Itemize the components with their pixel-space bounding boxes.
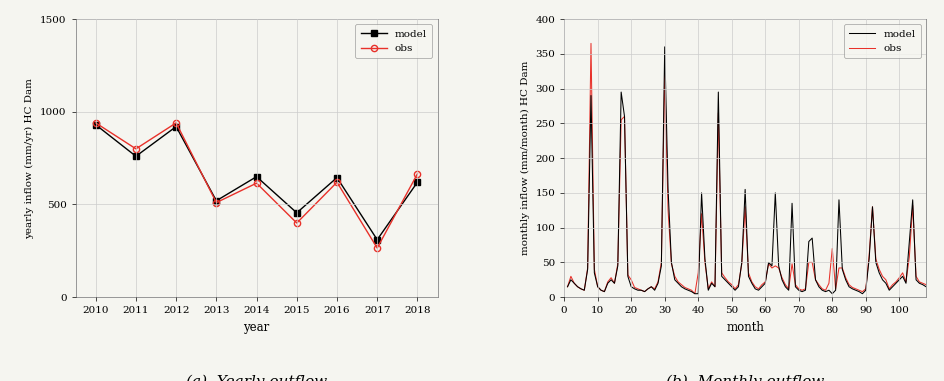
obs xyxy=(852,288,864,293)
model xyxy=(598,289,610,294)
obs xyxy=(735,261,747,266)
model xyxy=(170,124,181,129)
obs xyxy=(130,147,142,151)
obs xyxy=(601,280,613,284)
obs xyxy=(883,287,894,291)
obs xyxy=(876,274,887,279)
model xyxy=(562,285,573,289)
obs xyxy=(562,285,573,289)
obs xyxy=(170,121,181,125)
obs xyxy=(412,171,423,176)
model xyxy=(291,211,302,215)
model xyxy=(876,277,887,282)
obs xyxy=(688,291,700,296)
model xyxy=(130,154,142,158)
model xyxy=(250,174,261,179)
model xyxy=(90,122,101,127)
X-axis label: month: month xyxy=(725,321,764,334)
model xyxy=(919,285,931,289)
Y-axis label: monthly inflow (mm/month) HC Dam: monthly inflow (mm/month) HC Dam xyxy=(520,61,530,255)
obs xyxy=(331,180,343,184)
model xyxy=(883,288,894,293)
obs xyxy=(250,181,261,186)
model xyxy=(688,291,700,296)
Line: model: model xyxy=(567,47,925,294)
obs xyxy=(90,121,101,125)
model xyxy=(618,114,630,119)
obs xyxy=(371,246,382,250)
Text: (a)  Yearly outflow: (a) Yearly outflow xyxy=(186,375,327,381)
Line: obs: obs xyxy=(93,120,420,251)
obs xyxy=(621,273,632,277)
model xyxy=(371,237,382,242)
obs xyxy=(584,41,596,46)
Legend: model, obs: model, obs xyxy=(843,24,919,58)
model xyxy=(658,45,669,49)
Legend: model, obs: model, obs xyxy=(355,24,431,58)
model xyxy=(412,180,423,184)
X-axis label: year: year xyxy=(244,321,269,334)
obs xyxy=(919,282,931,287)
model xyxy=(331,175,343,180)
obs xyxy=(291,221,302,225)
Y-axis label: yearly inflow (mm/yr) HC Dam: yearly inflow (mm/yr) HC Dam xyxy=(25,78,35,239)
obs xyxy=(211,200,222,205)
Line: obs: obs xyxy=(567,43,925,294)
model xyxy=(852,289,864,294)
model xyxy=(735,260,747,265)
Text: (b)  Monthly outflow: (b) Monthly outflow xyxy=(666,375,823,381)
Line: model: model xyxy=(93,122,420,243)
model xyxy=(211,199,222,203)
